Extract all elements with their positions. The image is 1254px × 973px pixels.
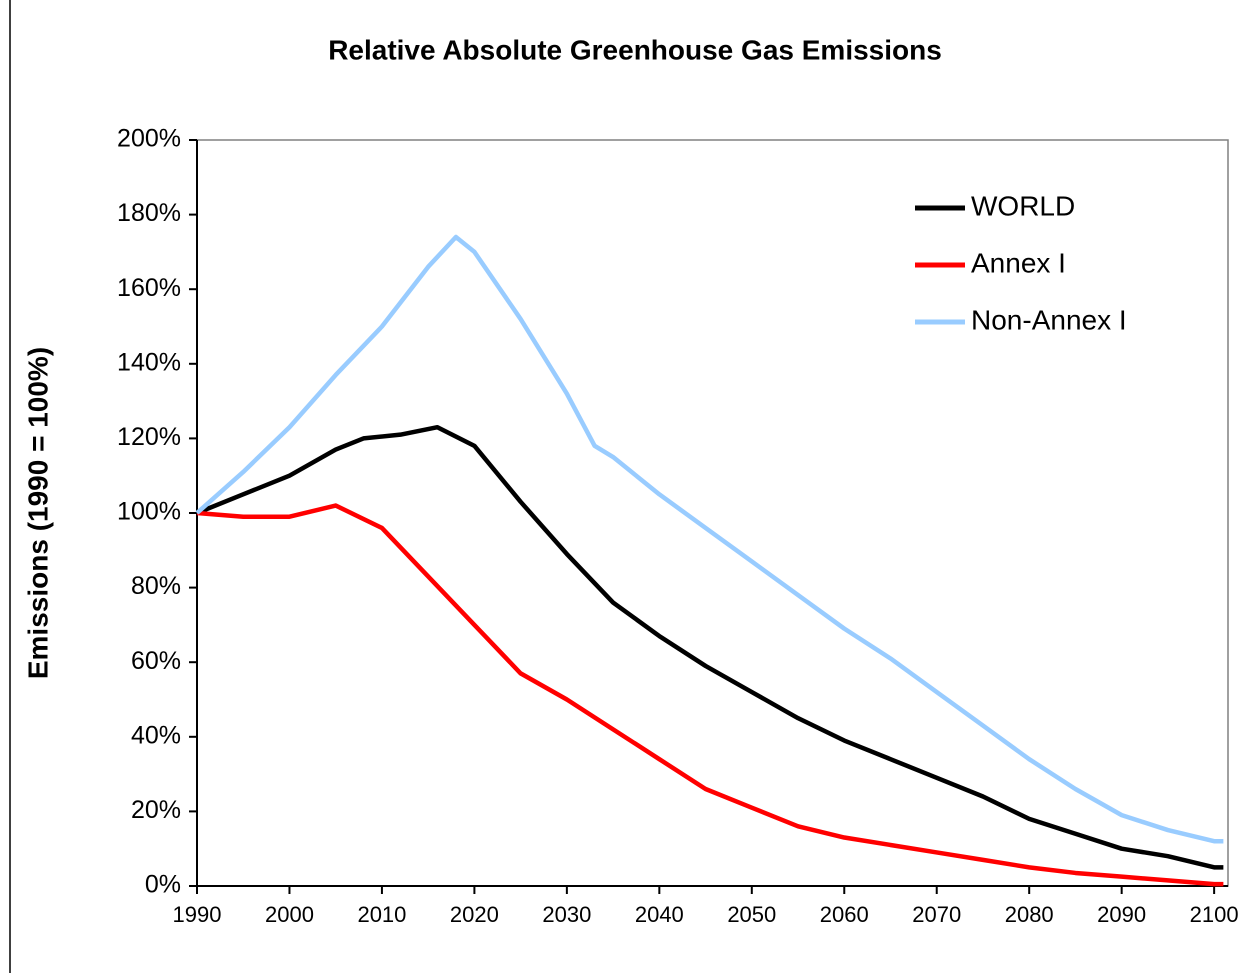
y-tick-label: 100% xyxy=(117,498,181,526)
x-tick-label: 2070 xyxy=(912,902,961,927)
x-tick-label: 1990 xyxy=(173,902,222,927)
chart-title: Relative Absolute Greenhouse Gas Emissio… xyxy=(328,34,942,65)
y-tick-label: 80% xyxy=(131,572,181,600)
y-tick-label: 20% xyxy=(131,796,181,824)
y-tick-label: 200% xyxy=(117,125,181,153)
x-tick-label: 2100 xyxy=(1190,902,1239,927)
x-tick-label: 2040 xyxy=(635,902,684,927)
y-tick-label: 60% xyxy=(131,647,181,675)
data-line xyxy=(195,234,1224,844)
x-tick-label: 2020 xyxy=(450,902,499,927)
x-tick-label: 2080 xyxy=(1005,902,1054,927)
x-tick-label: 2010 xyxy=(357,902,406,927)
y-tick-label: 180% xyxy=(117,199,181,227)
legend-label: WORLD xyxy=(971,190,1075,221)
y-axis-label: Emissions (1990 = 100%) xyxy=(22,347,53,679)
y-tick-label: 0% xyxy=(145,871,181,899)
y-tick-label: 140% xyxy=(117,348,181,376)
x-tick-label: 2030 xyxy=(542,902,591,927)
legend-label: Annex I xyxy=(971,247,1066,278)
legend-label: Non-Annex I xyxy=(971,304,1127,335)
x-tick-label: 2060 xyxy=(820,902,869,927)
y-tick-label: 160% xyxy=(117,274,181,302)
data-line xyxy=(196,503,1224,887)
x-tick-label: 2050 xyxy=(727,902,776,927)
data-line xyxy=(196,424,1224,870)
x-tick-label: 2000 xyxy=(265,902,314,927)
y-tick-label: 40% xyxy=(131,721,181,749)
y-tick-label: 120% xyxy=(117,423,181,451)
x-tick-label: 2090 xyxy=(1097,902,1146,927)
